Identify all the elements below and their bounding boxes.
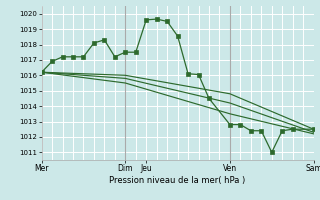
X-axis label: Pression niveau de la mer( hPa ): Pression niveau de la mer( hPa ) xyxy=(109,176,246,185)
